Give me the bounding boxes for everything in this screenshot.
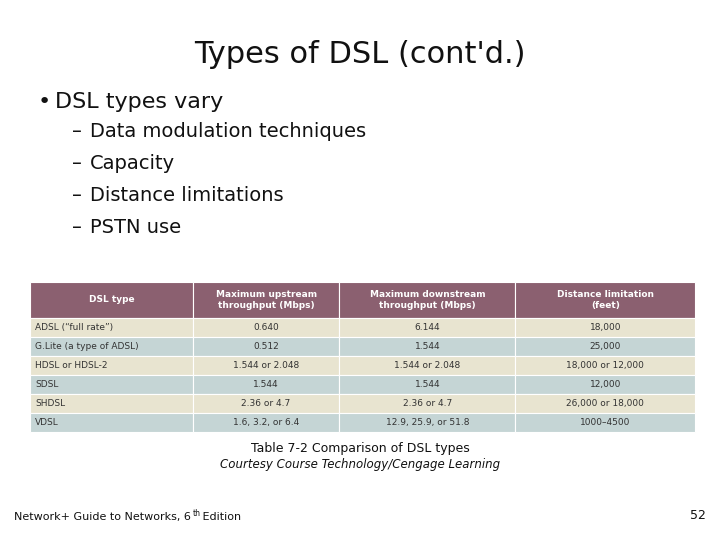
Text: 18,000: 18,000 xyxy=(590,323,621,332)
Text: th: th xyxy=(193,509,201,518)
Text: G.Lite (a type of ADSL): G.Lite (a type of ADSL) xyxy=(35,342,139,351)
Text: 26,000 or 18,000: 26,000 or 18,000 xyxy=(567,399,644,408)
Polygon shape xyxy=(516,337,695,356)
Text: 1.544: 1.544 xyxy=(253,380,279,389)
Text: SHDSL: SHDSL xyxy=(35,399,65,408)
Text: Distance limitation
(feet): Distance limitation (feet) xyxy=(557,290,654,310)
Polygon shape xyxy=(516,375,695,394)
Text: 1.544 or 2.048: 1.544 or 2.048 xyxy=(233,361,300,370)
Text: VDSL: VDSL xyxy=(35,418,59,427)
Polygon shape xyxy=(193,394,339,413)
Text: •: • xyxy=(38,92,51,112)
Text: ADSL (“full rate”): ADSL (“full rate”) xyxy=(35,323,113,332)
Text: 2.36 or 4.7: 2.36 or 4.7 xyxy=(241,399,291,408)
Text: –: – xyxy=(72,154,82,173)
Text: 1000–4500: 1000–4500 xyxy=(580,418,631,427)
Polygon shape xyxy=(193,282,339,318)
Polygon shape xyxy=(30,394,193,413)
Text: 12,000: 12,000 xyxy=(590,380,621,389)
Polygon shape xyxy=(516,413,695,432)
Polygon shape xyxy=(339,375,516,394)
Polygon shape xyxy=(339,394,516,413)
Polygon shape xyxy=(339,337,516,356)
Polygon shape xyxy=(516,356,695,375)
Polygon shape xyxy=(30,413,193,432)
Text: Table 7-2 Comparison of DSL types: Table 7-2 Comparison of DSL types xyxy=(251,442,469,455)
Text: 2.36 or 4.7: 2.36 or 4.7 xyxy=(402,399,452,408)
Polygon shape xyxy=(30,337,193,356)
Polygon shape xyxy=(193,337,339,356)
Text: Edition: Edition xyxy=(199,512,241,522)
Text: 1.544: 1.544 xyxy=(415,342,440,351)
Text: 52: 52 xyxy=(690,509,706,522)
Text: 0.512: 0.512 xyxy=(253,342,279,351)
Text: HDSL or HDSL-2: HDSL or HDSL-2 xyxy=(35,361,107,370)
Polygon shape xyxy=(30,282,193,318)
Polygon shape xyxy=(30,356,193,375)
Polygon shape xyxy=(193,413,339,432)
Text: 12.9, 25.9, or 51.8: 12.9, 25.9, or 51.8 xyxy=(386,418,469,427)
Text: Data modulation techniques: Data modulation techniques xyxy=(90,122,366,141)
Text: Maximum upstream
throughput (Mbps): Maximum upstream throughput (Mbps) xyxy=(215,290,317,310)
Text: Maximum downstream
throughput (Mbps): Maximum downstream throughput (Mbps) xyxy=(369,290,485,310)
Text: DSL types vary: DSL types vary xyxy=(55,92,223,112)
Polygon shape xyxy=(30,318,193,337)
Text: –: – xyxy=(72,218,82,237)
Polygon shape xyxy=(193,356,339,375)
Text: PSTN use: PSTN use xyxy=(90,218,181,237)
Text: Distance limitations: Distance limitations xyxy=(90,186,284,205)
Polygon shape xyxy=(339,356,516,375)
Text: SDSL: SDSL xyxy=(35,380,58,389)
Text: Network+ Guide to Networks, 6: Network+ Guide to Networks, 6 xyxy=(14,512,191,522)
Polygon shape xyxy=(339,413,516,432)
Text: Courtesy Course Technology/Cengage Learning: Courtesy Course Technology/Cengage Learn… xyxy=(220,458,500,471)
Polygon shape xyxy=(30,375,193,394)
Polygon shape xyxy=(516,318,695,337)
Text: Capacity: Capacity xyxy=(90,154,175,173)
Polygon shape xyxy=(516,282,695,318)
Text: 6.144: 6.144 xyxy=(415,323,440,332)
Text: DSL type: DSL type xyxy=(89,295,134,305)
Text: 0.640: 0.640 xyxy=(253,323,279,332)
Polygon shape xyxy=(193,375,339,394)
Polygon shape xyxy=(516,394,695,413)
Polygon shape xyxy=(339,282,516,318)
Text: 1.544: 1.544 xyxy=(415,380,440,389)
Text: Types of DSL (cont'd.): Types of DSL (cont'd.) xyxy=(194,40,526,69)
Text: 18,000 or 12,000: 18,000 or 12,000 xyxy=(567,361,644,370)
Text: 1.544 or 2.048: 1.544 or 2.048 xyxy=(395,361,461,370)
Polygon shape xyxy=(193,318,339,337)
Text: –: – xyxy=(72,186,82,205)
Text: –: – xyxy=(72,122,82,141)
Text: 1.6, 3.2, or 6.4: 1.6, 3.2, or 6.4 xyxy=(233,418,300,427)
Polygon shape xyxy=(339,318,516,337)
Text: 25,000: 25,000 xyxy=(590,342,621,351)
